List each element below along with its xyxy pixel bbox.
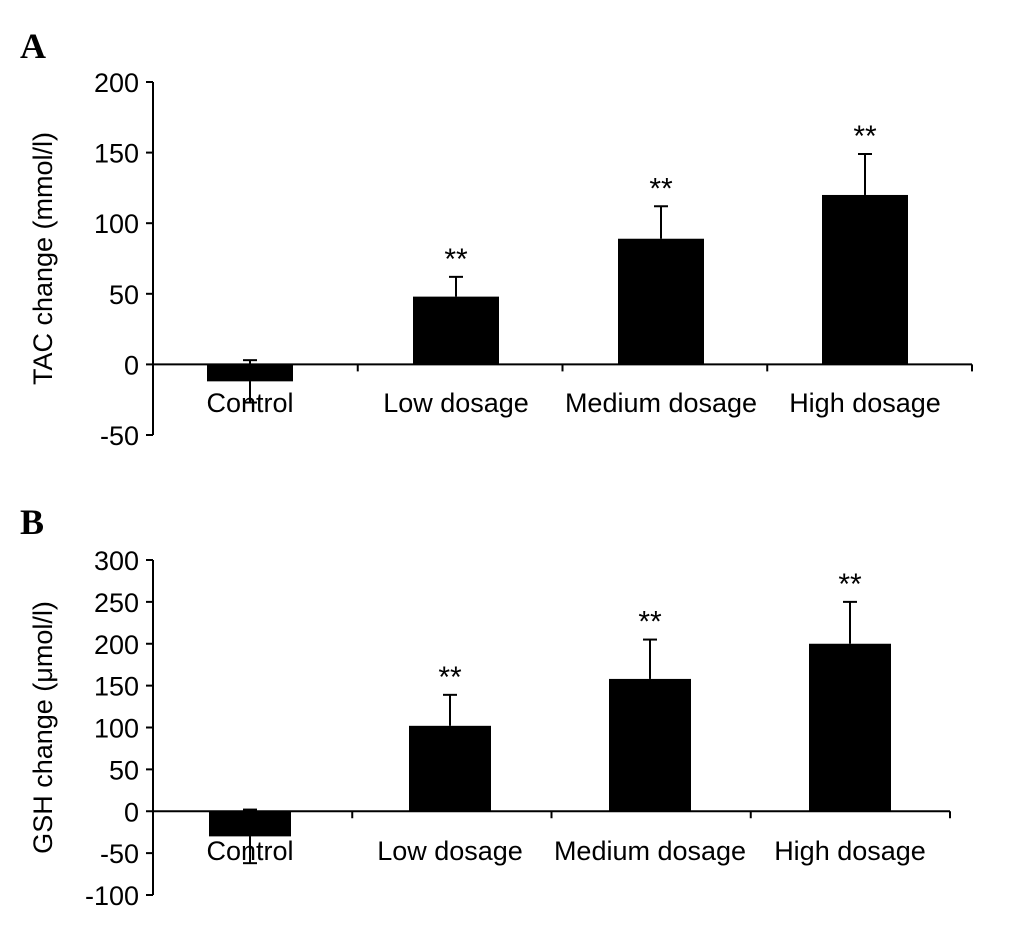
y-tick-label: 100 xyxy=(94,209,139,239)
y-tick-label: 250 xyxy=(94,588,139,618)
bar xyxy=(809,643,891,812)
x-category-label: High dosage xyxy=(789,388,941,418)
y-tick-label: -100 xyxy=(85,881,139,911)
x-category-label: Control xyxy=(206,836,293,866)
y-tick-label: 200 xyxy=(94,68,139,98)
significance-label: ** xyxy=(649,172,673,205)
y-tick-label: -50 xyxy=(100,839,139,869)
x-category-label: Low dosage xyxy=(377,836,523,866)
x-category-label: Medium dosage xyxy=(565,388,757,418)
significance-label: ** xyxy=(853,120,877,153)
y-axis-title: TAC change (mmol/l) xyxy=(28,132,58,385)
bar xyxy=(822,194,908,365)
y-tick-label: 150 xyxy=(94,672,139,702)
y-tick-label: 200 xyxy=(94,630,139,660)
significance-label: ** xyxy=(438,661,462,694)
x-category-label: Low dosage xyxy=(383,388,529,418)
y-tick-label: 50 xyxy=(109,755,139,785)
y-tick-label: 0 xyxy=(124,350,139,380)
chart-panel-a: A -50 0 50 100 150 200 Control ** Low dosage ** Med… xyxy=(20,26,973,451)
bar xyxy=(209,811,291,837)
x-category-label: Medium dosage xyxy=(554,836,746,866)
y-axis-title: GSH change (μmol/l) xyxy=(28,601,58,854)
y-tick-label: 50 xyxy=(109,280,139,310)
significance-label: ** xyxy=(638,606,662,639)
panel-label: B xyxy=(20,502,44,542)
y-tick-label: 150 xyxy=(94,139,139,169)
bar xyxy=(207,364,293,382)
chart-panel-b: B -100 -50 0 50 100 150 200 250 300 Control ** Low d… xyxy=(20,502,951,911)
y-tick-label: 100 xyxy=(94,714,139,744)
x-category-label: High dosage xyxy=(774,836,926,866)
panel-label: A xyxy=(20,26,46,66)
y-tick-label: -50 xyxy=(100,421,139,451)
significance-label: ** xyxy=(838,568,862,601)
y-tick-label: 0 xyxy=(124,797,139,827)
bar xyxy=(618,238,704,365)
bar xyxy=(413,296,499,365)
x-category-label: Control xyxy=(206,388,293,418)
bar xyxy=(409,725,491,812)
y-tick-label: 300 xyxy=(94,546,139,576)
significance-label: ** xyxy=(444,243,468,276)
bar xyxy=(609,678,691,812)
